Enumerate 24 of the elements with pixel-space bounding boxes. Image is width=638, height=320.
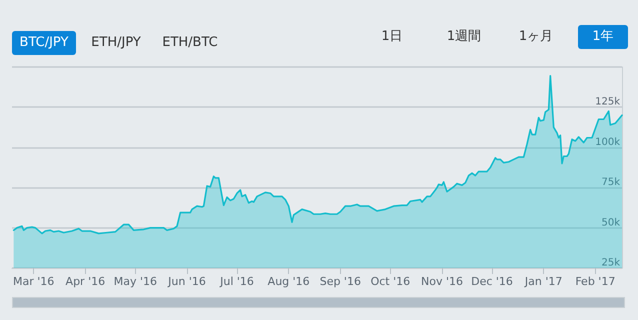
x-tick-label: Nov '16 (421, 275, 463, 288)
y-tick-label: 75k (601, 177, 620, 188)
y-tick-label: 25k (601, 258, 620, 268)
text: 1年 (578, 25, 628, 49)
text: ETH/BTC (161, 34, 219, 52)
x-tick-label: Sep '16 (320, 275, 361, 288)
x-tick-label: Aug '16 (268, 275, 310, 288)
text: 1日 (380, 28, 404, 46)
x-tick-label: Dec '16 (471, 275, 513, 288)
x-tick-label: Jul '16 (219, 275, 254, 288)
x-tick-label: Jun '16 (167, 275, 206, 288)
text: BTC/JPY (12, 31, 76, 55)
y-tick-label: 100k (595, 136, 620, 148)
x-tick-label: Apr '16 (66, 275, 106, 288)
x-tick-label: Feb '17 (575, 275, 616, 288)
x-tick-label: Oct '16 (370, 275, 410, 288)
x-tick-label: May '16 (114, 275, 157, 288)
x-tick-label: Mar '16 (13, 275, 54, 288)
x-tick-label: Jan '17 (524, 275, 562, 288)
text: ETH/JPY (90, 34, 142, 52)
y-tick-label: 125k (595, 96, 620, 108)
y-tick-label: 50k (601, 217, 620, 228)
text: 1週間 (446, 28, 482, 46)
text: 1ヶ月 (518, 28, 554, 46)
